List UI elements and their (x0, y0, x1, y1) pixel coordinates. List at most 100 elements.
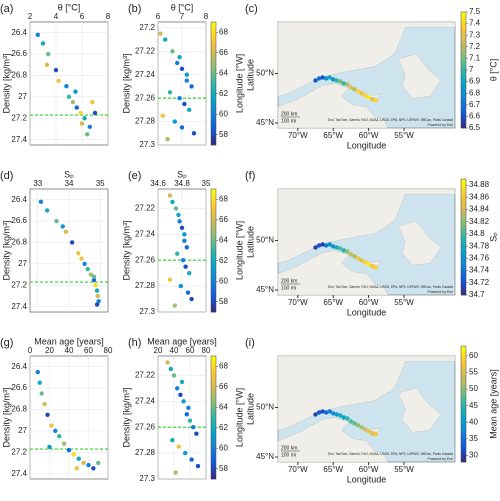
data-point (81, 460, 86, 466)
colorbar-segment (461, 122, 466, 126)
data-point (369, 431, 375, 436)
colorbar-segment (461, 389, 466, 393)
data-point (359, 425, 364, 430)
x-tick-label: 34.6 (150, 179, 166, 188)
data-point (327, 409, 332, 414)
colorbar-segment (211, 213, 216, 217)
data-point (348, 419, 354, 424)
data-point (182, 232, 187, 237)
scale-label: 100 mi (281, 285, 296, 291)
colorbar-tick-label: 7.1 (469, 54, 481, 63)
data-point (46, 51, 51, 57)
colorbar-segment (461, 421, 466, 425)
colorbar-segment (461, 369, 466, 373)
data-point (163, 37, 168, 42)
data-point (341, 81, 347, 86)
colorbar-segment (211, 275, 216, 279)
data-point (44, 62, 50, 67)
data-point (178, 392, 183, 398)
colorbar-segment (211, 250, 216, 254)
x-tick-label: 8 (106, 12, 111, 21)
colorbar-segment (461, 52, 466, 56)
data-point (359, 258, 364, 263)
attribution: Esri, TomTom, Garmin, FAO, NOAA, USGS, E… (328, 285, 453, 289)
data-point (352, 254, 357, 259)
data-point (79, 121, 85, 126)
colorbar-segment (211, 439, 216, 443)
colorbar-segment (461, 404, 466, 408)
colorbar-segment (461, 254, 466, 258)
colorbar-segment (461, 453, 466, 457)
colorbar-segment (461, 216, 466, 220)
colorbar-segment (211, 293, 216, 297)
colorbar-segment (461, 409, 466, 413)
colorbar-label: Longitude [°W] (234, 221, 244, 280)
data-point (175, 60, 180, 66)
colorbar-segment (211, 105, 216, 109)
data-point (182, 238, 187, 243)
colorbar-tick-label: 62 (219, 89, 228, 98)
data-point (177, 219, 182, 224)
panel: (d) 33 34 35 26.4 26.6 26.8 27 27.2 27.4 Sₚ Density… (0, 169, 109, 313)
y-tick-label: 50°N (256, 236, 274, 245)
data-point (76, 456, 81, 461)
data-point (186, 405, 191, 410)
data-point (94, 288, 100, 293)
colorbar-segment (211, 359, 216, 363)
x-tick-label: 65°W (323, 131, 343, 140)
colorbar-tick-label: 34.86 (469, 192, 490, 201)
colorbar-segment (461, 17, 466, 21)
data-point (345, 82, 350, 87)
colorbar-segment (461, 32, 466, 36)
x-tick-label: 40 (65, 346, 74, 355)
data-point (345, 416, 350, 421)
colorbar-segment (461, 366, 466, 370)
x-tick-label: 60°W (359, 465, 379, 474)
data-point (167, 90, 173, 95)
colorbar-tick-label: 68 (219, 361, 228, 370)
data-point (179, 125, 185, 130)
credit: Powered by Esri (428, 290, 454, 294)
colorbar-segment (211, 135, 216, 140)
attribution: Esri, TomTom, Garmin, FAO, NOAA, USGS, E… (328, 452, 453, 456)
data-point (176, 444, 181, 449)
x-tick-label: 33 (33, 179, 42, 188)
y-tick-label: 27.24 (135, 396, 156, 405)
data-point (95, 293, 100, 299)
x-tick-label: 70°W (288, 131, 308, 140)
colorbar-segment (461, 433, 466, 437)
panel-label: (e) (128, 170, 141, 182)
colorbar-segment (461, 280, 466, 284)
y-tick-label: 26.6 (11, 383, 27, 392)
data-point (189, 296, 194, 302)
x-tick-label: 60 (186, 346, 195, 355)
colorbar-segment (211, 98, 216, 103)
colorbar-segment (461, 58, 466, 62)
data-point (369, 97, 375, 102)
y-tick-label: 27.3 (139, 307, 155, 316)
colorbar-frame (460, 178, 467, 296)
colorbar-segment (211, 117, 216, 121)
y-tick-label: 26.6 (11, 216, 27, 225)
panel-label: (d) (0, 170, 13, 182)
x-axis-label: Longitude (347, 140, 387, 150)
y-tick-label: 27.26 (135, 255, 156, 264)
data-point (373, 98, 378, 103)
y-tick-label: 27.3 (139, 140, 155, 149)
colorbar-segment (211, 432, 216, 437)
panel-label: (f) (245, 170, 255, 182)
colorbar-segment (461, 14, 466, 19)
colorbar-segment (461, 418, 466, 422)
x-tick-label: 8 (204, 12, 209, 21)
x-tick-label: 20 (45, 346, 54, 355)
colorbar-segment (211, 460, 216, 464)
colorbar-segment (461, 459, 466, 463)
data-point (187, 270, 192, 276)
data-point (74, 105, 80, 110)
data-point (56, 78, 61, 84)
data-point (175, 386, 180, 391)
colorbar-segment (461, 447, 466, 451)
plot-area (157, 355, 207, 480)
land (277, 83, 389, 129)
x-tick-label: 65°W (323, 298, 343, 307)
